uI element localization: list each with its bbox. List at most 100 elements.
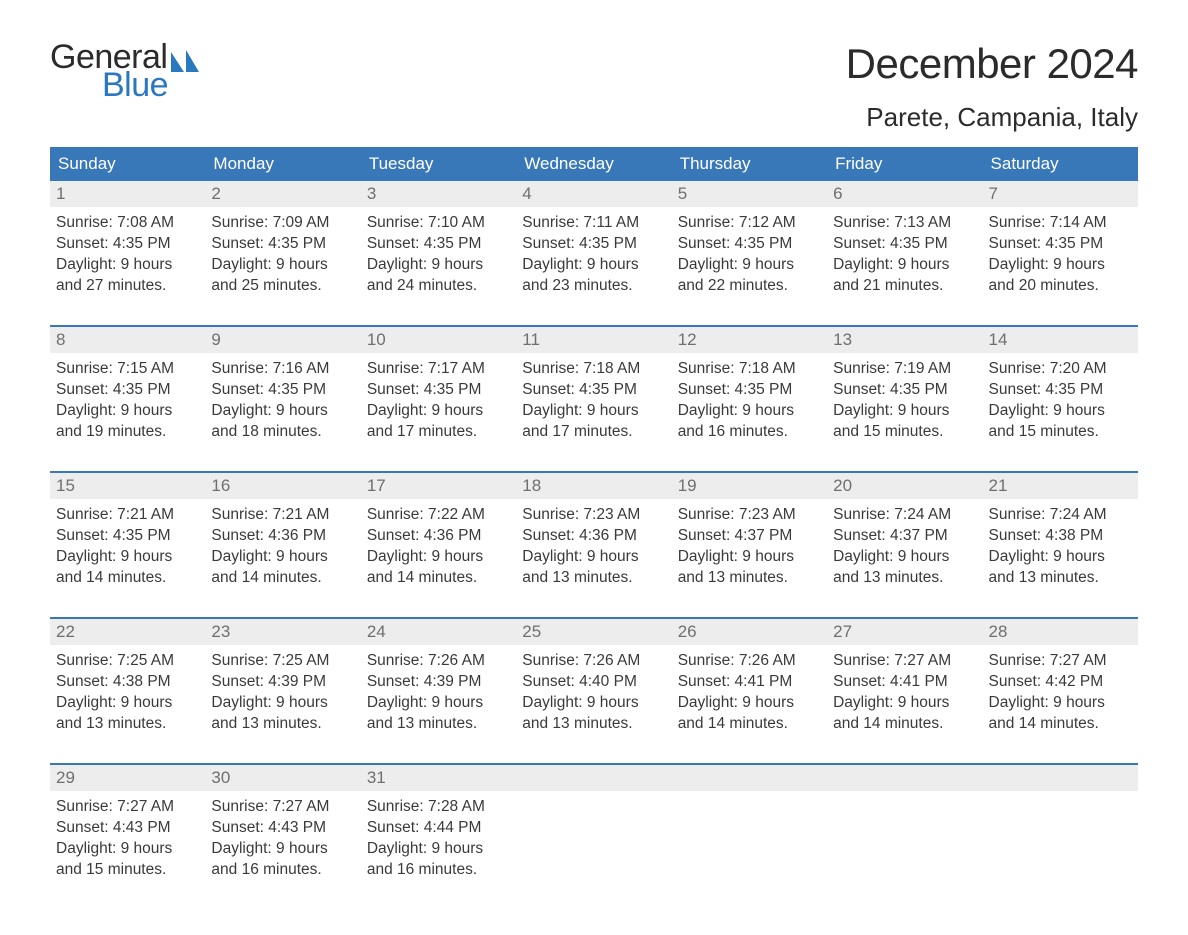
daylight-line-2: and 14 minutes.: [989, 714, 1132, 735]
daylight-line-1: Daylight: 9 hours: [678, 547, 821, 568]
day-number: 17: [361, 473, 516, 499]
daylight-line-1: Daylight: 9 hours: [833, 255, 976, 276]
sunrise-line: Sunrise: 7:09 AM: [211, 213, 354, 234]
sunrise-line: Sunrise: 7:23 AM: [678, 505, 821, 526]
day-number: 28: [983, 619, 1138, 645]
sunset-line: Sunset: 4:37 PM: [833, 526, 976, 547]
calendar-day: [516, 765, 671, 885]
calendar-day: 31Sunrise: 7:28 AMSunset: 4:44 PMDayligh…: [361, 765, 516, 885]
calendar-day: 14Sunrise: 7:20 AMSunset: 4:35 PMDayligh…: [983, 327, 1138, 447]
day-number: 13: [827, 327, 982, 353]
sunrise-line: Sunrise: 7:17 AM: [367, 359, 510, 380]
daylight-line-2: and 16 minutes.: [367, 860, 510, 881]
day-body: Sunrise: 7:17 AMSunset: 4:35 PMDaylight:…: [361, 353, 516, 445]
daylight-line-2: and 22 minutes.: [678, 276, 821, 297]
calendar-week: 22Sunrise: 7:25 AMSunset: 4:38 PMDayligh…: [50, 617, 1138, 739]
day-number: 12: [672, 327, 827, 353]
sunset-line: Sunset: 4:35 PM: [56, 380, 199, 401]
day-number: [827, 765, 982, 791]
day-body: Sunrise: 7:09 AMSunset: 4:35 PMDaylight:…: [205, 207, 360, 299]
daylight-line-1: Daylight: 9 hours: [56, 401, 199, 422]
day-number: 31: [361, 765, 516, 791]
sunset-line: Sunset: 4:35 PM: [367, 380, 510, 401]
sunset-line: Sunset: 4:43 PM: [211, 818, 354, 839]
day-body: Sunrise: 7:27 AMSunset: 4:43 PMDaylight:…: [50, 791, 205, 883]
daylight-line-2: and 15 minutes.: [833, 422, 976, 443]
daylight-line-1: Daylight: 9 hours: [211, 547, 354, 568]
sunrise-line: Sunrise: 7:27 AM: [211, 797, 354, 818]
day-body: Sunrise: 7:27 AMSunset: 4:41 PMDaylight:…: [827, 645, 982, 737]
daylight-line-2: and 13 minutes.: [522, 568, 665, 589]
sunset-line: Sunset: 4:37 PM: [678, 526, 821, 547]
sunset-line: Sunset: 4:36 PM: [367, 526, 510, 547]
sunrise-line: Sunrise: 7:27 AM: [989, 651, 1132, 672]
daylight-line-2: and 17 minutes.: [522, 422, 665, 443]
sunrise-line: Sunrise: 7:12 AM: [678, 213, 821, 234]
day-number: 18: [516, 473, 671, 499]
daylight-line-2: and 14 minutes.: [833, 714, 976, 735]
day-number: 3: [361, 181, 516, 207]
day-body: Sunrise: 7:26 AMSunset: 4:39 PMDaylight:…: [361, 645, 516, 737]
day-body: Sunrise: 7:28 AMSunset: 4:44 PMDaylight:…: [361, 791, 516, 883]
daylight-line-2: and 15 minutes.: [56, 860, 199, 881]
daylight-line-1: Daylight: 9 hours: [833, 693, 976, 714]
day-body: Sunrise: 7:27 AMSunset: 4:43 PMDaylight:…: [205, 791, 360, 883]
day-number: 26: [672, 619, 827, 645]
sunrise-line: Sunrise: 7:13 AM: [833, 213, 976, 234]
daylight-line-1: Daylight: 9 hours: [211, 839, 354, 860]
sunset-line: Sunset: 4:35 PM: [522, 234, 665, 255]
weekday-header-cell: Saturday: [983, 147, 1138, 181]
weekday-header-cell: Monday: [205, 147, 360, 181]
day-body: Sunrise: 7:26 AMSunset: 4:41 PMDaylight:…: [672, 645, 827, 737]
calendar-day: 25Sunrise: 7:26 AMSunset: 4:40 PMDayligh…: [516, 619, 671, 739]
calendar-day: 8Sunrise: 7:15 AMSunset: 4:35 PMDaylight…: [50, 327, 205, 447]
sunrise-line: Sunrise: 7:11 AM: [522, 213, 665, 234]
day-number: 2: [205, 181, 360, 207]
daylight-line-2: and 13 minutes.: [989, 568, 1132, 589]
sunrise-line: Sunrise: 7:16 AM: [211, 359, 354, 380]
sunrise-line: Sunrise: 7:22 AM: [367, 505, 510, 526]
day-number: 21: [983, 473, 1138, 499]
sunrise-line: Sunrise: 7:21 AM: [211, 505, 354, 526]
sunrise-line: Sunrise: 7:25 AM: [56, 651, 199, 672]
sunrise-line: Sunrise: 7:28 AM: [367, 797, 510, 818]
page-title: December 2024: [846, 40, 1138, 88]
calendar-day: 12Sunrise: 7:18 AMSunset: 4:35 PMDayligh…: [672, 327, 827, 447]
daylight-line-2: and 19 minutes.: [56, 422, 199, 443]
daylight-line-1: Daylight: 9 hours: [211, 693, 354, 714]
daylight-line-1: Daylight: 9 hours: [367, 255, 510, 276]
day-body: Sunrise: 7:27 AMSunset: 4:42 PMDaylight:…: [983, 645, 1138, 737]
daylight-line-2: and 27 minutes.: [56, 276, 199, 297]
sunrise-line: Sunrise: 7:10 AM: [367, 213, 510, 234]
sunrise-line: Sunrise: 7:18 AM: [678, 359, 821, 380]
weekday-header-cell: Sunday: [50, 147, 205, 181]
daylight-line-1: Daylight: 9 hours: [56, 255, 199, 276]
day-number: 16: [205, 473, 360, 499]
calendar-day: 2Sunrise: 7:09 AMSunset: 4:35 PMDaylight…: [205, 181, 360, 301]
calendar-week: 1Sunrise: 7:08 AMSunset: 4:35 PMDaylight…: [50, 181, 1138, 301]
day-body: Sunrise: 7:21 AMSunset: 4:36 PMDaylight:…: [205, 499, 360, 591]
daylight-line-2: and 13 minutes.: [522, 714, 665, 735]
day-body: Sunrise: 7:26 AMSunset: 4:40 PMDaylight:…: [516, 645, 671, 737]
calendar-day: 17Sunrise: 7:22 AMSunset: 4:36 PMDayligh…: [361, 473, 516, 593]
sunrise-line: Sunrise: 7:18 AM: [522, 359, 665, 380]
sunset-line: Sunset: 4:43 PM: [56, 818, 199, 839]
calendar-day: 10Sunrise: 7:17 AMSunset: 4:35 PMDayligh…: [361, 327, 516, 447]
daylight-line-1: Daylight: 9 hours: [989, 255, 1132, 276]
daylight-line-2: and 20 minutes.: [989, 276, 1132, 297]
calendar-day: 5Sunrise: 7:12 AMSunset: 4:35 PMDaylight…: [672, 181, 827, 301]
day-body: Sunrise: 7:23 AMSunset: 4:37 PMDaylight:…: [672, 499, 827, 591]
sunset-line: Sunset: 4:38 PM: [56, 672, 199, 693]
day-body: Sunrise: 7:13 AMSunset: 4:35 PMDaylight:…: [827, 207, 982, 299]
day-body: Sunrise: 7:18 AMSunset: 4:35 PMDaylight:…: [672, 353, 827, 445]
daylight-line-1: Daylight: 9 hours: [367, 839, 510, 860]
day-body: Sunrise: 7:24 AMSunset: 4:38 PMDaylight:…: [983, 499, 1138, 591]
calendar-day: 28Sunrise: 7:27 AMSunset: 4:42 PMDayligh…: [983, 619, 1138, 739]
calendar-day: 27Sunrise: 7:27 AMSunset: 4:41 PMDayligh…: [827, 619, 982, 739]
day-body: Sunrise: 7:24 AMSunset: 4:37 PMDaylight:…: [827, 499, 982, 591]
daylight-line-1: Daylight: 9 hours: [522, 401, 665, 422]
day-number: 10: [361, 327, 516, 353]
calendar-week: 8Sunrise: 7:15 AMSunset: 4:35 PMDaylight…: [50, 325, 1138, 447]
daylight-line-1: Daylight: 9 hours: [211, 255, 354, 276]
calendar-day: 20Sunrise: 7:24 AMSunset: 4:37 PMDayligh…: [827, 473, 982, 593]
